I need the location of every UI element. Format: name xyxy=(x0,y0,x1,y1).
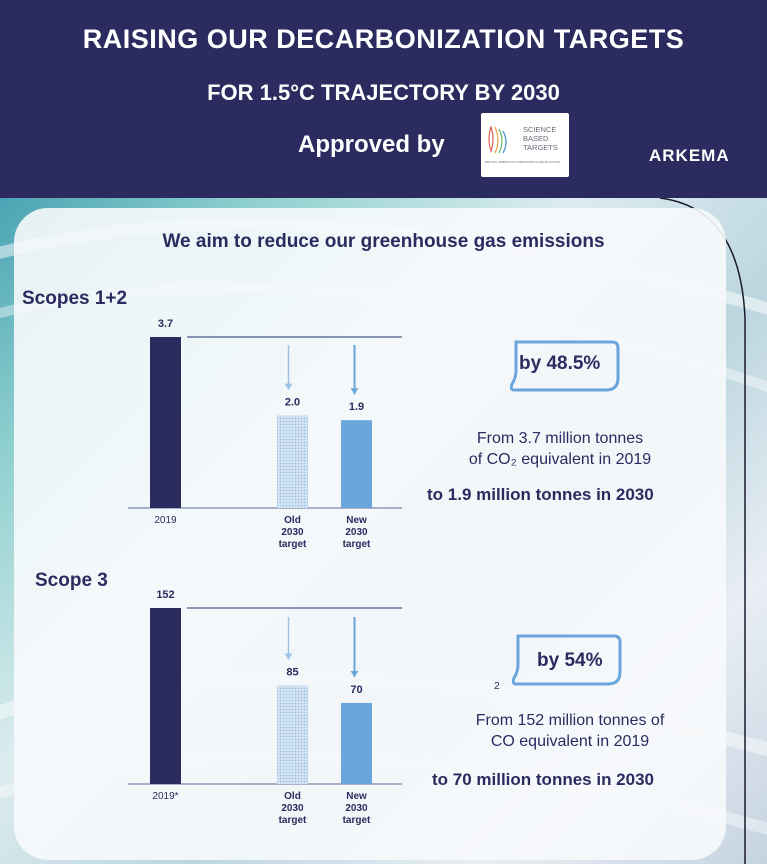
badge-outline-2 xyxy=(511,634,622,686)
value-label-2: 70 xyxy=(350,684,362,696)
category-label-2-0: New xyxy=(346,515,367,526)
bar-1 xyxy=(277,415,308,508)
value-label-2: 1.9 xyxy=(349,401,364,413)
category-label-2-0: New xyxy=(346,791,367,802)
header-banner: RAISING OUR DECARBONIZATION TARGETS FOR … xyxy=(0,0,767,198)
logo-line-3: TARGETS xyxy=(523,143,558,152)
bar-0 xyxy=(150,608,181,784)
category-label-1-2: target xyxy=(279,815,307,826)
target-text-2: to 70 million tonnes in 2030 xyxy=(432,770,654,789)
approved-by-label: Approved by xyxy=(298,131,445,158)
category-label-1-0: Old xyxy=(284,791,301,802)
value-label-1: 85 xyxy=(286,667,298,679)
title-line-2: FOR 1.5°C TRAJECTORY BY 2030 xyxy=(207,80,560,105)
arkema-logo: ARKEMA xyxy=(649,146,730,165)
category-label-1-1: 2030 xyxy=(281,803,304,814)
value-label-0: 3.7 xyxy=(158,318,173,330)
headline: We aim to reduce our greenhouse gas emis… xyxy=(162,231,605,252)
section-title-scope-3: Scope 3 xyxy=(35,570,108,591)
category-label-2-2: target xyxy=(343,539,371,550)
category-label-2-1: 2030 xyxy=(345,803,368,814)
desc-2-line-2: CO equivalent in 2019 xyxy=(490,733,650,750)
reduction-badge-2: by 54% xyxy=(537,650,603,671)
section-title-scopes-1-2: Scopes 1+2 xyxy=(22,288,128,309)
desc-2-line-1: From 152 million tonnes of xyxy=(475,712,665,729)
arrow-head-2 xyxy=(350,388,359,395)
category-label-1-1: 2030 xyxy=(281,527,304,538)
category-label-2-2: target xyxy=(343,815,371,826)
category-label-1-2: target xyxy=(279,539,307,550)
desc-block-2: From 152 million tonnes of CO equivalent… xyxy=(440,710,700,752)
category-label-1-0: Old xyxy=(284,515,301,526)
desc-block-1: From 3.7 million tonnes of CO₂ equivalen… xyxy=(430,428,690,470)
target-text-1: to 1.9 million tonnes in 2030 xyxy=(427,485,654,504)
arrow-head-1 xyxy=(284,653,293,660)
logo-line-2: BASED xyxy=(523,134,549,143)
badge-outline-1 xyxy=(509,340,620,392)
desc-1-line-2: of CO₂ equivalent in 2019 xyxy=(468,451,652,468)
bar-1 xyxy=(277,685,308,784)
title-line-1: RAISING OUR DECARBONIZATION TARGETS xyxy=(82,24,685,54)
arrow-head-1 xyxy=(284,383,293,390)
bar-2 xyxy=(341,420,372,508)
desc-1-line-1: From 3.7 million tonnes xyxy=(476,430,644,447)
category-label-2-1: 2030 xyxy=(345,527,368,538)
bar-0 xyxy=(150,337,181,508)
arrow-head-2 xyxy=(350,670,359,677)
value-label-0: 152 xyxy=(156,589,174,601)
subscript-note: 2 xyxy=(494,681,500,692)
logo-line-1: SCIENCE xyxy=(523,125,556,134)
category-label-0-0: 2019* xyxy=(152,791,178,802)
logo-tagline: DRIVING AMBITIOUS CORPORATE CLIMATE ACTI… xyxy=(485,160,560,164)
sbti-logo: SCIENCE BASED TARGETS DRIVING AMBITIOUS … xyxy=(481,113,569,177)
category-label-0-0: 2019 xyxy=(154,515,177,526)
bar-2 xyxy=(341,702,372,784)
reduction-badge-1: by 48.5% xyxy=(519,353,601,374)
value-label-1: 2.0 xyxy=(285,397,300,409)
